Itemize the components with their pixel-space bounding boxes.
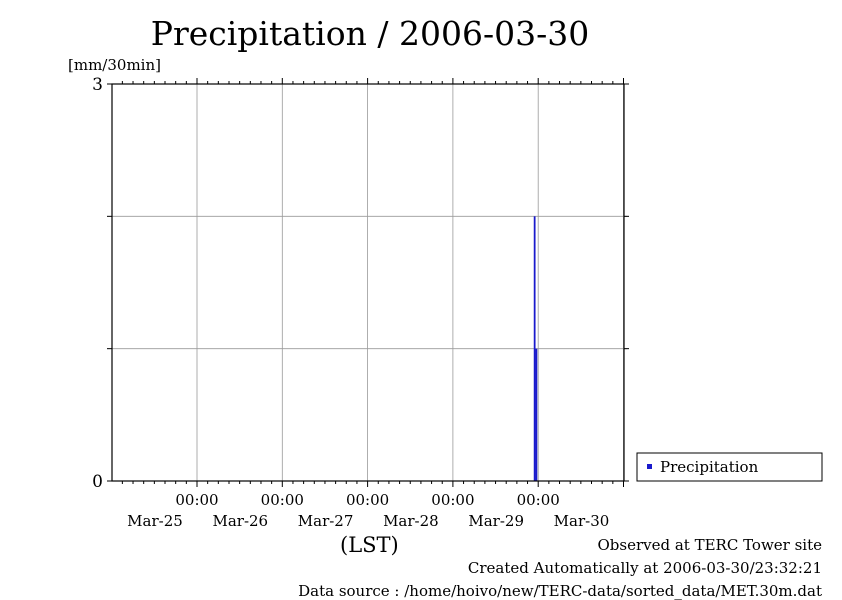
- x-tick-date-label: Mar-25: [127, 512, 183, 530]
- precipitation-bars: [533, 216, 538, 482]
- x-tick-date-label: Mar-30: [554, 512, 610, 530]
- y-tick-label: 3: [92, 75, 103, 95]
- created-note: Created Automatically at 2006-03-30/23:3…: [467, 559, 822, 577]
- y-tick-label: 0: [92, 472, 103, 492]
- chart-title: Precipitation / 2006-03-30: [150, 14, 590, 53]
- data-source-note: Data source : /home/hoivo/new/TERC-data/…: [298, 582, 822, 600]
- x-tick-time-label: 00:00: [175, 491, 218, 509]
- axis-ticks: [107, 78, 629, 487]
- y-axis-unit-label: [mm/30min]: [68, 56, 161, 74]
- legend-swatch: [647, 464, 652, 469]
- x-tick-date-label: Mar-29: [468, 512, 524, 530]
- x-tick-date-label: Mar-28: [383, 512, 439, 530]
- axis-labels: 00:00 Mar-25 00:00 Mar-26 00:00 Mar-27 00:00 Ma…: [92, 75, 609, 530]
- precipitation-bar: [535, 348, 538, 481]
- x-tick-time-label: 00:00: [517, 491, 560, 509]
- legend: Precipitation: [636, 452, 823, 482]
- x-tick-time-label: 00:00: [261, 491, 304, 509]
- x-tick-date-label: Mar-26: [212, 512, 268, 530]
- legend-label-precipitation: Precipitation: [660, 458, 759, 476]
- legend-box: [636, 452, 823, 482]
- grid-lines: [112, 84, 627, 481]
- x-axis-label: (LST): [340, 533, 399, 557]
- precipitation-bar: [533, 216, 536, 482]
- x-tick-time-label: 00:00: [346, 491, 389, 509]
- observed-note: Observed at TERC Tower site: [597, 536, 822, 554]
- x-tick-date-label: Mar-27: [298, 512, 354, 530]
- x-tick-time-label: 00:00: [431, 491, 474, 509]
